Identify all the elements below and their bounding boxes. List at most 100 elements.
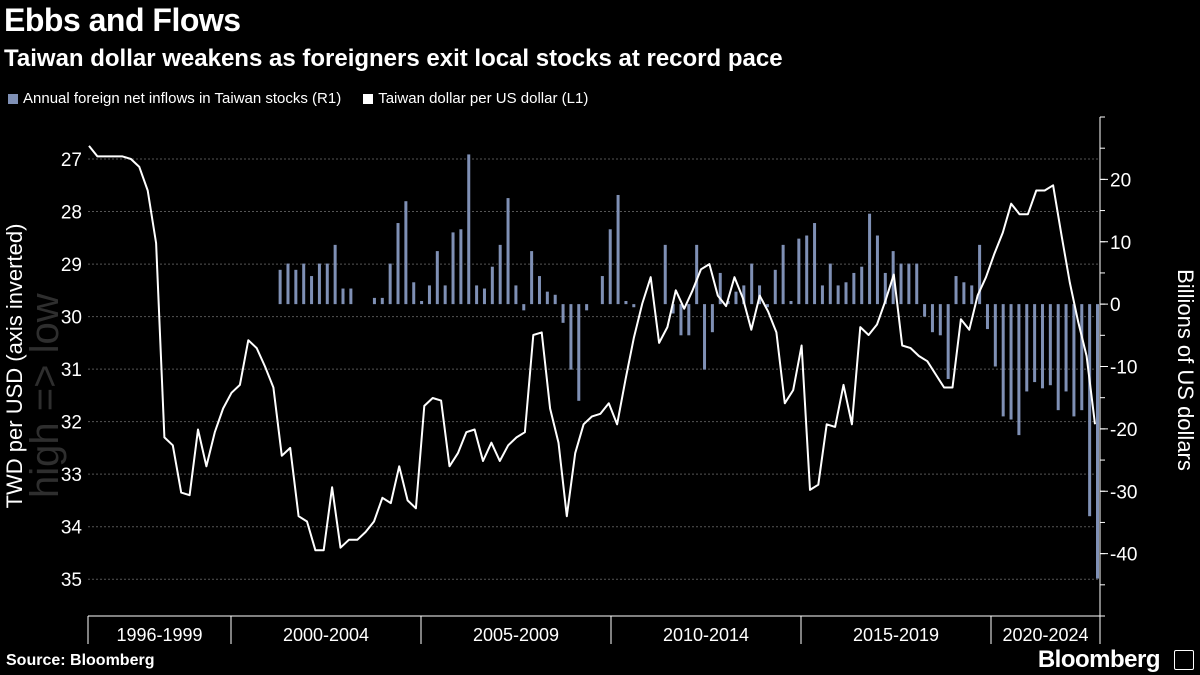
- inflow-bar: [844, 282, 848, 305]
- right-tick-label: -30: [1110, 482, 1137, 503]
- inflow-bar: [679, 304, 683, 336]
- inflow-bar: [530, 251, 534, 305]
- inflow-bar: [451, 232, 455, 305]
- inflow-bar: [836, 285, 840, 305]
- inflow-bar: [608, 229, 612, 305]
- inflow-bar: [514, 285, 518, 305]
- inflow-bar: [703, 304, 707, 370]
- inflow-bar: [1096, 304, 1099, 579]
- inflow-bar: [467, 154, 471, 305]
- inflow-bar: [420, 301, 424, 305]
- inflow-bar: [915, 263, 919, 305]
- right-tick-label: -20: [1110, 420, 1137, 441]
- inflow-bar: [1009, 304, 1013, 420]
- inflow-bar: [310, 276, 314, 305]
- inflow-bar: [1072, 304, 1076, 417]
- left-tick-label: 32: [61, 413, 82, 434]
- inflow-bar: [482, 288, 486, 305]
- inflow-bar: [695, 244, 699, 305]
- inflow-bar: [923, 304, 927, 317]
- inflow-bar: [278, 269, 282, 305]
- legend-item-inflows: Annual foreign net inflows in Taiwan sto…: [8, 90, 341, 107]
- inflow-bar: [294, 269, 298, 305]
- inflow-bar: [718, 272, 722, 305]
- inflow-bar: [852, 272, 856, 305]
- inflow-bar: [820, 285, 824, 305]
- inflow-bar: [671, 304, 675, 314]
- inflow-bar: [789, 301, 793, 305]
- inflow-bar: [813, 223, 817, 305]
- right-axis-title: Billions of US dollars: [1173, 269, 1198, 471]
- inflow-bar: [333, 244, 337, 305]
- inflow-bar: [569, 304, 573, 370]
- inflow-bar: [624, 301, 628, 305]
- inflow-bar: [663, 244, 667, 305]
- inflow-bar: [828, 263, 832, 305]
- inflow-bar: [616, 194, 620, 305]
- left-tick-label: 30: [61, 308, 82, 329]
- inflow-bar: [1001, 304, 1005, 417]
- right-tick-label: 20: [1110, 170, 1131, 191]
- bloomberg-logo: Bloomberg: [1037, 646, 1161, 673]
- inflow-bar: [710, 304, 714, 333]
- inflow-bar: [970, 285, 974, 305]
- inflow-bar: [537, 276, 541, 305]
- twd-line: [88, 145, 1096, 552]
- inflow-bar: [475, 285, 479, 305]
- legend-swatch-twd: [363, 93, 374, 104]
- left-tick-label: 34: [61, 518, 83, 539]
- inflow-bar: [286, 263, 290, 305]
- inflow-bar: [427, 285, 431, 305]
- inflow-bar: [1017, 304, 1021, 436]
- x-group-label: 2020-2024: [1002, 625, 1088, 645]
- left-axis-title: TWD per USD (axis inverted): [2, 224, 27, 509]
- inflow-bar: [561, 304, 565, 323]
- inflow-bar: [490, 266, 494, 305]
- chart-subtitle: Taiwan dollar weakens as foreigners exit…: [4, 45, 783, 72]
- inflow-bar: [404, 201, 408, 305]
- legend-swatch-inflows: [8, 93, 18, 104]
- inflow-bar: [781, 244, 785, 305]
- inflow-bar: [325, 263, 329, 305]
- inflow-bar: [938, 304, 942, 336]
- left-tick-label: 27: [61, 150, 82, 171]
- inflow-bar: [734, 291, 738, 305]
- inflow-bar: [522, 304, 526, 311]
- inflow-bar: [1033, 304, 1037, 383]
- inflow-bar: [600, 276, 604, 305]
- inflow-bar: [349, 288, 353, 305]
- inflow-bar: [443, 285, 447, 305]
- inflow-bar: [954, 276, 958, 305]
- inflow-bar: [875, 235, 879, 305]
- left-tick-label: 33: [61, 465, 82, 486]
- inflow-bar: [317, 263, 321, 305]
- axis-watermark: high => low: [23, 293, 67, 498]
- source-note: Source: Bloomberg: [6, 652, 155, 669]
- legend-item-twd: Taiwan dollar per US dollar (L1): [363, 90, 588, 107]
- inflow-bar: [773, 269, 777, 305]
- inflow-bar: [978, 244, 982, 305]
- right-tick-label: -40: [1110, 545, 1137, 566]
- inflow-bar: [585, 304, 589, 311]
- inflow-bar: [907, 263, 911, 305]
- legend-label-twd: Taiwan dollar per US dollar (L1): [378, 90, 589, 107]
- x-group-label: 1996-1999: [116, 625, 202, 645]
- inflow-bar: [899, 263, 903, 305]
- inflow-bar: [302, 263, 306, 305]
- inflow-bar: [545, 291, 549, 305]
- inflow-bar: [985, 304, 989, 330]
- inflow-bar: [632, 304, 636, 308]
- x-group-label: 2010-2014: [663, 625, 749, 645]
- inflow-bar: [506, 198, 510, 305]
- inflow-bar: [498, 244, 502, 305]
- left-tick-label: 28: [61, 203, 82, 224]
- inflow-bar: [1064, 304, 1068, 392]
- x-group-label: 2000-2004: [283, 625, 369, 645]
- inflow-bar: [1025, 304, 1029, 392]
- inflow-bar: [1056, 304, 1060, 411]
- legend: Annual foreign net inflows in Taiwan sto…: [8, 90, 588, 107]
- inflow-bar: [1088, 304, 1092, 517]
- left-tick-label: 29: [61, 255, 82, 276]
- left-tick-label: 31: [61, 360, 82, 381]
